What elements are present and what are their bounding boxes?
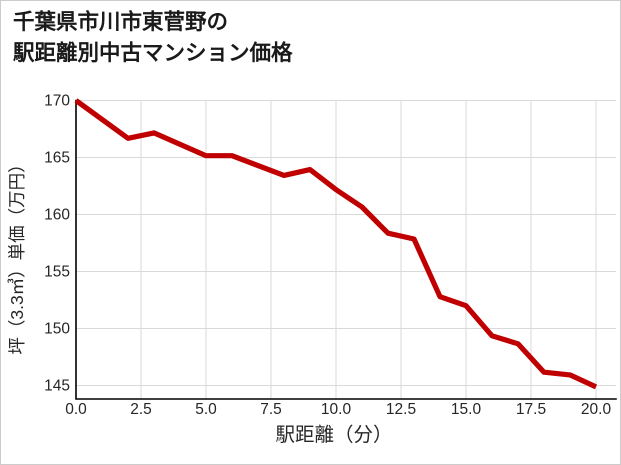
svg-text:12.5: 12.5 (386, 401, 416, 418)
svg-text:15.0: 15.0 (451, 401, 482, 418)
svg-text:0.0: 0.0 (65, 401, 87, 418)
svg-text:150: 150 (44, 321, 70, 338)
svg-text:170: 170 (44, 93, 70, 110)
svg-text:160: 160 (44, 207, 70, 224)
svg-text:坪（3.3㎥）単価（万円）: 坪（3.3㎥）単価（万円） (7, 155, 27, 354)
svg-text:7.5: 7.5 (260, 401, 282, 418)
svg-text:10.0: 10.0 (321, 401, 352, 418)
svg-text:17.5: 17.5 (516, 401, 546, 418)
svg-text:5.0: 5.0 (195, 401, 217, 418)
svg-text:20.0: 20.0 (581, 401, 612, 418)
svg-text:駅距離（分）: 駅距離（分） (275, 424, 392, 446)
svg-text:2.5: 2.5 (130, 401, 152, 418)
svg-text:145: 145 (44, 378, 70, 395)
svg-text:155: 155 (44, 264, 70, 281)
svg-text:165: 165 (44, 150, 70, 167)
